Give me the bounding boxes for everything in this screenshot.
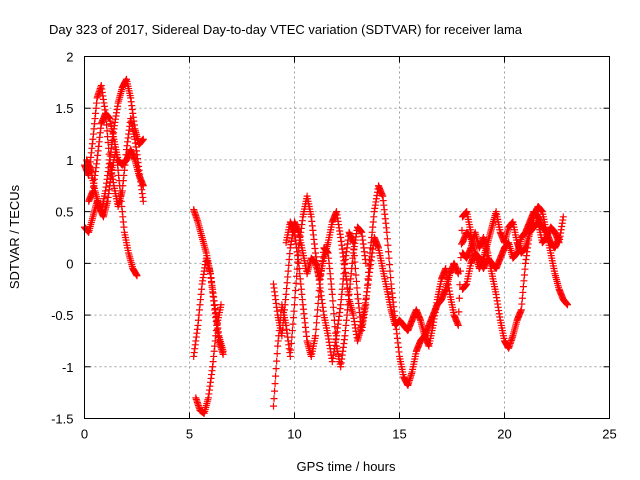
data-point bbox=[456, 267, 464, 275]
x-tick-label: 25 bbox=[602, 427, 616, 442]
data-point bbox=[331, 329, 339, 337]
data-point bbox=[352, 271, 360, 279]
plot-frame bbox=[84, 56, 610, 419]
y-tick-label: 0.5 bbox=[55, 205, 73, 220]
data-point bbox=[292, 279, 300, 287]
data-point bbox=[290, 307, 298, 315]
data-point bbox=[139, 135, 147, 143]
data-point bbox=[455, 294, 463, 302]
data-point bbox=[315, 287, 323, 295]
series-track-13 bbox=[459, 208, 563, 293]
data-point bbox=[559, 213, 567, 221]
series-track-11 bbox=[459, 202, 571, 352]
x-tick-label: 5 bbox=[186, 427, 193, 442]
chart-title: Day 323 of 2017, Sidereal Day-to-day VTE… bbox=[49, 22, 523, 37]
data-point bbox=[454, 321, 462, 329]
data-point bbox=[386, 267, 394, 275]
x-tick-label: 20 bbox=[497, 427, 511, 442]
y-axis-label: SDTVAR / TECUs bbox=[7, 184, 22, 289]
data-point bbox=[139, 182, 147, 190]
data-point bbox=[289, 314, 297, 322]
data-point bbox=[291, 294, 299, 302]
data-point bbox=[330, 310, 338, 318]
data-point bbox=[456, 281, 464, 289]
data-point bbox=[286, 352, 294, 360]
series-track-12 bbox=[459, 208, 567, 273]
data-point bbox=[292, 287, 300, 295]
x-tick-label: 10 bbox=[287, 427, 301, 442]
data-point bbox=[387, 274, 395, 282]
data-point bbox=[555, 234, 563, 241]
data-point bbox=[313, 319, 321, 327]
x-tick-label: 0 bbox=[81, 427, 88, 442]
data-point bbox=[270, 402, 277, 410]
data-point bbox=[272, 365, 280, 373]
data-point bbox=[314, 299, 322, 307]
data-point bbox=[384, 248, 392, 256]
data-point bbox=[273, 357, 281, 365]
data-points bbox=[81, 75, 571, 417]
data-point bbox=[271, 380, 279, 388]
data-point bbox=[455, 308, 463, 316]
data-point bbox=[312, 325, 320, 333]
data-point bbox=[352, 277, 360, 285]
series-track-7 bbox=[192, 301, 225, 417]
data-point bbox=[314, 306, 322, 314]
data-point bbox=[383, 228, 391, 236]
grid-lines bbox=[84, 56, 610, 419]
data-point bbox=[313, 312, 321, 320]
data-point bbox=[273, 350, 281, 358]
y-tick-label: 1.5 bbox=[55, 101, 73, 116]
data-point bbox=[291, 301, 298, 309]
data-point bbox=[384, 241, 392, 249]
data-point bbox=[362, 259, 370, 267]
y-tick-label: 2 bbox=[66, 50, 73, 65]
data-point bbox=[217, 301, 225, 309]
series-track-10 bbox=[282, 218, 370, 371]
data-point bbox=[331, 323, 339, 331]
data-point bbox=[385, 254, 393, 262]
y-tick-label: 0 bbox=[66, 256, 73, 271]
data-point bbox=[288, 333, 296, 341]
data-point bbox=[271, 387, 279, 395]
axis-ticks: 0 5 10 15 20 25 -1.5 -1 -0.5 0 0.5 1 1.5 2 bbox=[51, 50, 617, 442]
data-point bbox=[219, 350, 227, 358]
data-point bbox=[315, 293, 323, 301]
data-point bbox=[272, 372, 280, 380]
data-point bbox=[329, 297, 337, 305]
series-track-5 bbox=[190, 206, 227, 355]
data-point bbox=[287, 346, 295, 354]
data-point bbox=[353, 284, 361, 292]
data-point bbox=[383, 235, 391, 243]
data-point bbox=[332, 336, 340, 344]
data-point bbox=[289, 320, 297, 328]
data-point bbox=[139, 197, 147, 205]
data-point bbox=[270, 395, 278, 403]
y-tick-label: -0.5 bbox=[51, 308, 73, 323]
series-track-4 bbox=[85, 109, 147, 205]
x-axis-label: GPS time / hours bbox=[297, 459, 396, 474]
data-point bbox=[312, 332, 319, 340]
y-tick-label: -1 bbox=[62, 360, 74, 375]
y-tick-label: -1.5 bbox=[51, 412, 73, 427]
x-tick-label: 15 bbox=[392, 427, 406, 442]
data-point bbox=[133, 272, 141, 280]
data-point bbox=[386, 261, 394, 269]
data-point bbox=[288, 327, 296, 335]
data-point bbox=[287, 340, 295, 348]
y-tick-label: 1 bbox=[66, 153, 73, 168]
data-point bbox=[328, 290, 336, 298]
data-point bbox=[458, 226, 466, 234]
data-point bbox=[564, 301, 571, 309]
data-point bbox=[329, 303, 337, 311]
data-point bbox=[330, 316, 338, 324]
